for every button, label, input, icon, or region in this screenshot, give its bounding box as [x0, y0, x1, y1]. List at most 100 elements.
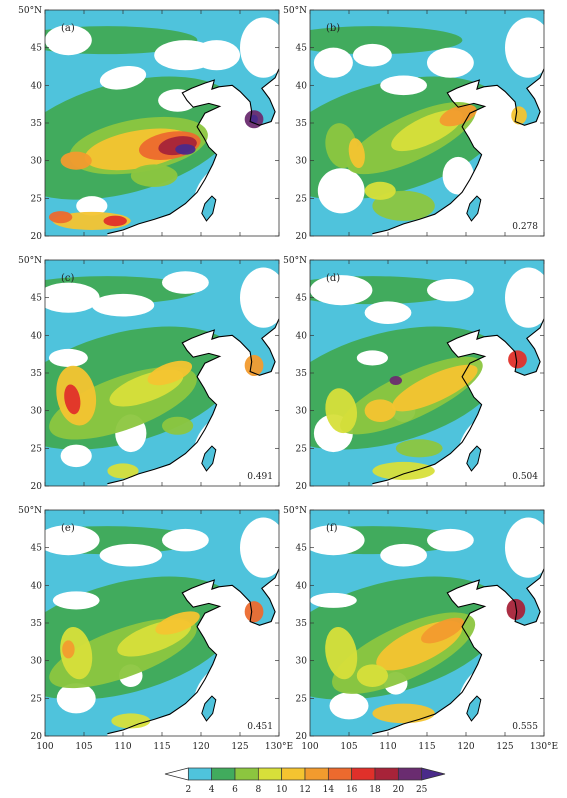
- precip-cell: [64, 384, 81, 415]
- lat-tick-label: 45: [31, 294, 43, 304]
- coastline: [372, 568, 544, 735]
- precip-cell: [348, 138, 365, 169]
- coastline: [107, 68, 279, 235]
- taiwan-outline: [201, 195, 217, 222]
- precip-cell: [395, 439, 443, 458]
- lon-tick-label: 125: [231, 742, 248, 752]
- map-field: [310, 260, 544, 486]
- lat-tick-label: 40: [31, 581, 43, 591]
- lat-tick-label: 35: [31, 119, 43, 129]
- dry-area: [310, 525, 365, 556]
- lat-tick-label: 45: [31, 544, 43, 554]
- taiwan-outline: [466, 445, 482, 472]
- precip-cell: [364, 181, 396, 200]
- lat-tick-label: 45: [31, 44, 43, 54]
- dry-area: [99, 65, 147, 90]
- dry-area: [356, 350, 388, 366]
- dry-area: [45, 282, 100, 313]
- precip-cell: [508, 350, 527, 369]
- sea-area: [107, 318, 279, 486]
- dry-area: [427, 278, 474, 302]
- coastline: [107, 568, 279, 735]
- lon-tick-label: 125: [496, 742, 513, 752]
- colorbar-label: 4: [209, 785, 215, 795]
- lat-tick-label: 25: [296, 444, 308, 454]
- precip-cell: [60, 151, 92, 170]
- lon-tick-label: 115: [418, 742, 435, 752]
- map-panel: (b) 0.278 20 25 30 35 40 45 50°N: [283, 6, 545, 242]
- dry-area: [193, 40, 241, 71]
- precip-cell: [155, 611, 200, 635]
- dry-area: [56, 683, 96, 714]
- map-panel: (f) 0.555 20 25 30 35 40 45 50°N: [283, 506, 545, 742]
- lat-tick-label: 40: [296, 331, 308, 341]
- map-field: [45, 10, 279, 236]
- colorbar-segment: [374, 767, 399, 781]
- lon-tick-label: 110: [114, 742, 131, 752]
- colorbar-segment: [187, 767, 213, 781]
- lon-tick-label: 105: [340, 742, 357, 752]
- lat-tick-label: 20: [31, 732, 43, 742]
- precip-cell: [389, 376, 403, 386]
- lat-tick-label: 45: [296, 544, 308, 554]
- map-panel: (d) 0.504 20 25 30 35 40 45 50°N: [283, 256, 545, 492]
- sea-area: [107, 68, 279, 236]
- dry-area: [52, 591, 100, 610]
- precip-cell: [364, 399, 396, 422]
- dry-area: [162, 271, 209, 294]
- taiwan-outline: [466, 695, 482, 722]
- precip-cell: [372, 703, 435, 724]
- map-field: [310, 10, 544, 236]
- colorbar-segment: [281, 767, 306, 781]
- lat-tick-label: 50°N: [18, 256, 42, 266]
- precip-cell: [372, 461, 435, 480]
- lat-tick-label: 25: [296, 194, 308, 204]
- panel-label: (a): [61, 23, 75, 34]
- colorbar-segment: [164, 767, 189, 781]
- lat-tick-label: 50°N: [18, 6, 42, 16]
- colorbar-segment: [397, 767, 423, 781]
- precip-cell: [325, 123, 358, 169]
- dry-area: [427, 528, 474, 552]
- lon-tick-label: 120: [457, 742, 474, 752]
- precip-cell: [60, 627, 93, 680]
- dry-area: [240, 267, 279, 328]
- colorbar-label: 20: [393, 785, 405, 795]
- dry-area: [317, 168, 365, 214]
- lon-tick-label: 110: [379, 742, 396, 752]
- lat-tick-label: 20: [296, 732, 308, 742]
- dry-area: [505, 17, 544, 78]
- map-field: [45, 510, 279, 736]
- colorbar-segment: [327, 767, 353, 781]
- taiwan-outline: [201, 695, 217, 722]
- dry-area: [45, 525, 100, 556]
- precip-cell: [325, 627, 358, 680]
- lat-tick-label: 25: [31, 694, 43, 704]
- panels-layer: (a) 20 25 30 35 40 45 50°N (b) 0.278 20 25 30 35 40 45 5…: [18, 6, 545, 742]
- map-field: [310, 510, 544, 736]
- lat-tick-label: 50°N: [283, 6, 307, 16]
- sea-area: [372, 568, 544, 736]
- lat-tick-label: 35: [296, 619, 308, 629]
- dry-area: [310, 275, 373, 306]
- colorbar-label: 2: [185, 785, 191, 795]
- lon-tick-label: 115: [153, 742, 170, 752]
- dry-area: [91, 293, 155, 317]
- dry-area: [505, 517, 544, 578]
- dry-area: [364, 301, 412, 325]
- precip-cell: [511, 106, 527, 125]
- lat-tick-label: 25: [296, 694, 308, 704]
- lat-tick-label: 50°N: [18, 506, 42, 516]
- colorbar-segment: [351, 767, 376, 781]
- dry-area: [310, 592, 357, 608]
- dry-area: [162, 528, 209, 552]
- lat-tick-label: 45: [296, 294, 308, 304]
- panel-label: (c): [61, 273, 75, 284]
- map-field: [45, 260, 279, 486]
- lat-tick-label: 30: [296, 407, 308, 417]
- dry-area: [99, 543, 162, 567]
- precip-cell: [175, 144, 196, 155]
- lat-tick-label: 20: [296, 482, 308, 492]
- colorbar-label: 16: [346, 785, 358, 795]
- coastline: [372, 68, 544, 235]
